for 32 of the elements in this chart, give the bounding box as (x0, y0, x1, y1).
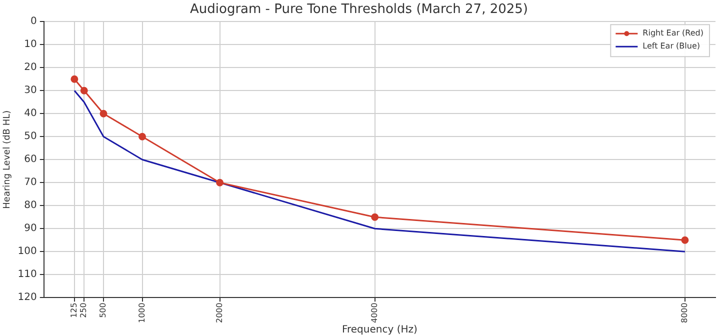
y-tick-label: 100 (18, 246, 37, 258)
point (138, 132, 146, 140)
y-tick-label: 40 (24, 108, 37, 120)
x-tick-label: 1000 (137, 302, 146, 323)
y-tick-label: 90 (24, 223, 37, 234)
y-tick-label: 120 (18, 292, 37, 304)
y-tick-label: 0 (30, 16, 37, 28)
y-tick-label: 110 (18, 269, 37, 280)
x-tick-label: 2000 (214, 302, 224, 323)
legend-label: Right Ear (Red) (642, 28, 704, 38)
point (70, 75, 78, 83)
x-tick-label: 8000 (680, 302, 690, 323)
legend-label: Left Ear (Blue) (642, 42, 700, 51)
chart-title: Audiogram - Pure Tone Thresholds (March 27, 2025) (190, 2, 528, 18)
y-tick-label: 70 (24, 177, 37, 188)
x-tick-label: 4000 (370, 302, 379, 323)
point (80, 86, 88, 94)
y-axis-title: Hearing Level (dB HL) (2, 110, 13, 209)
point (371, 213, 379, 221)
y-tick-label: 50 (24, 131, 37, 142)
x-tick-label: 500 (98, 302, 108, 318)
x-tick-label: 125 (70, 302, 79, 318)
point (681, 236, 689, 244)
y-tick-label: 20 (24, 62, 37, 74)
y-tick-label: 60 (24, 154, 37, 166)
x-axis-title: Frequency (Hz) (342, 324, 418, 336)
y-tick-label: 30 (24, 85, 37, 96)
y-tick-label: 10 (24, 39, 37, 50)
point (100, 110, 108, 118)
point (216, 178, 224, 186)
x-tick-label: 250 (79, 302, 88, 318)
y-tick-label: 80 (24, 200, 37, 212)
